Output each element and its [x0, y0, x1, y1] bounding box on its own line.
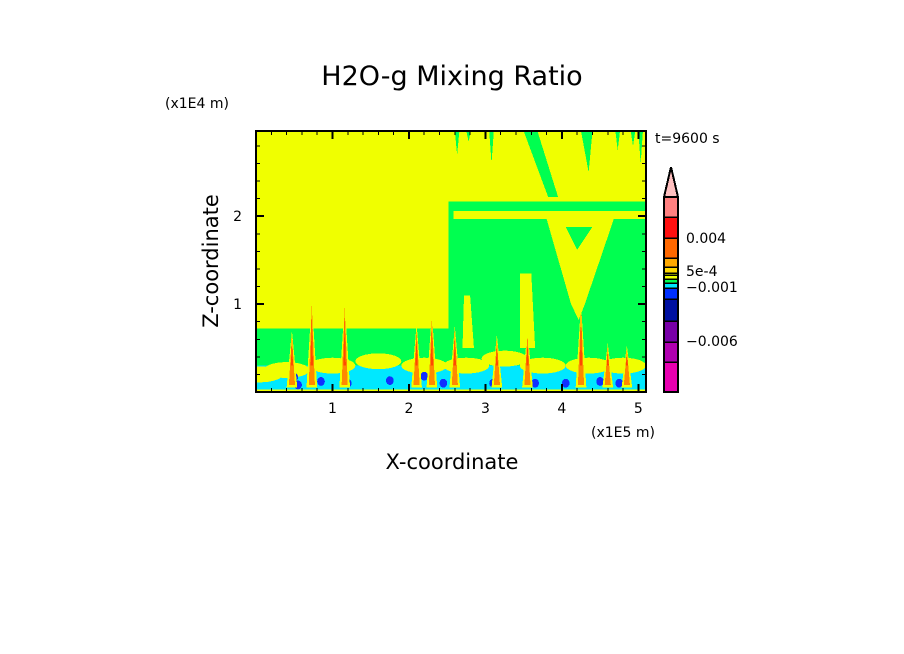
- colorbar-segment: [663, 216, 679, 239]
- colorbar-segment: [663, 298, 679, 322]
- field-dry-cell: [596, 377, 604, 386]
- field-spike-core: [415, 338, 418, 366]
- field-spike-core: [526, 343, 529, 366]
- field-region-v: [546, 218, 614, 320]
- colorbar-segment: [663, 320, 679, 343]
- colorbar-segment: [663, 237, 679, 259]
- x-tick-label: 2: [404, 401, 413, 417]
- field-spike-core: [310, 317, 313, 366]
- y-tick-label: 1: [233, 297, 242, 313]
- field-moist-blob: [481, 350, 528, 367]
- field-surface-strip: [256, 389, 646, 392]
- colorbar-label: −0.001: [686, 280, 738, 296]
- field-streak: [615, 131, 620, 151]
- x-axis-label: X-coordinate: [386, 450, 519, 474]
- field-streak: [454, 131, 460, 155]
- field-spike: [604, 348, 611, 385]
- field-region-upper-left: [256, 131, 449, 329]
- field-moist-blob: [263, 362, 310, 378]
- x-tick-label: 5: [634, 401, 643, 417]
- field-spike-core: [430, 329, 434, 366]
- colorbar-segment: [663, 266, 679, 274]
- field-moist-blob: [401, 357, 448, 374]
- field-streak: [630, 131, 636, 146]
- colorbar-segment: [663, 257, 679, 268]
- field-dry-cell: [615, 378, 624, 388]
- colorbar-label: 5e-4: [686, 264, 718, 280]
- x-unit-label: (x1E5 m): [591, 425, 655, 441]
- colorbar-segment: [663, 196, 679, 218]
- y-unit-label: (x1E4 m): [165, 96, 229, 112]
- y-axis-label: Z-coordinate: [199, 194, 223, 328]
- colorbar-segment: [663, 341, 679, 363]
- colorbar-extend-triangle: [662, 166, 680, 198]
- y-tick-label: 2: [233, 209, 242, 225]
- field-spike: [623, 349, 630, 385]
- field-dry-cell: [385, 376, 394, 385]
- colorbar-label: −0.006: [686, 334, 738, 350]
- field-plume: [462, 295, 474, 349]
- colorbar-frame: [663, 196, 679, 393]
- field-spike-core: [625, 356, 629, 366]
- field-band: [453, 210, 646, 219]
- field-moist-blob: [355, 353, 402, 370]
- field-dry-cell: [531, 378, 539, 388]
- x-tick-label: 3: [481, 401, 490, 417]
- field-spike-core: [290, 343, 294, 366]
- field-streak-diagonal: [523, 131, 559, 197]
- field-dry-cell: [561, 378, 570, 388]
- field-spike-core: [606, 354, 609, 366]
- x-tick-label: 4: [557, 401, 566, 417]
- colorbar-segment: [663, 361, 679, 393]
- colorbar-segment: [663, 287, 679, 300]
- field-streak: [489, 131, 494, 164]
- field-spike-core: [343, 319, 346, 366]
- chart-title: H2O-g Mixing Ratio: [321, 61, 582, 92]
- field-spike-core: [579, 321, 583, 366]
- colorbar: 0.004 5e-4−0.001 −0.006: [662, 166, 738, 393]
- contour-field: [256, 131, 646, 392]
- field-moist-blob: [519, 357, 566, 374]
- x-tick-label: 1: [328, 401, 337, 417]
- field-dry-cell: [439, 378, 448, 388]
- field-dry-cell: [420, 371, 429, 381]
- field-spike-core: [453, 339, 456, 366]
- plot-frame: [255, 130, 647, 393]
- colorbar-label: 0.004: [686, 231, 726, 247]
- field-region-v-hole: [565, 226, 593, 250]
- field-plume: [519, 273, 536, 349]
- field-streak: [638, 131, 643, 164]
- field-moist-blob: [600, 357, 646, 374]
- axes: 1 2 3 4 5 1 2: [233, 130, 647, 417]
- field-spike-core: [495, 347, 499, 366]
- time-label: t=9600 s: [655, 131, 720, 147]
- field-dry-cell: [317, 377, 325, 386]
- field-streak: [581, 131, 593, 173]
